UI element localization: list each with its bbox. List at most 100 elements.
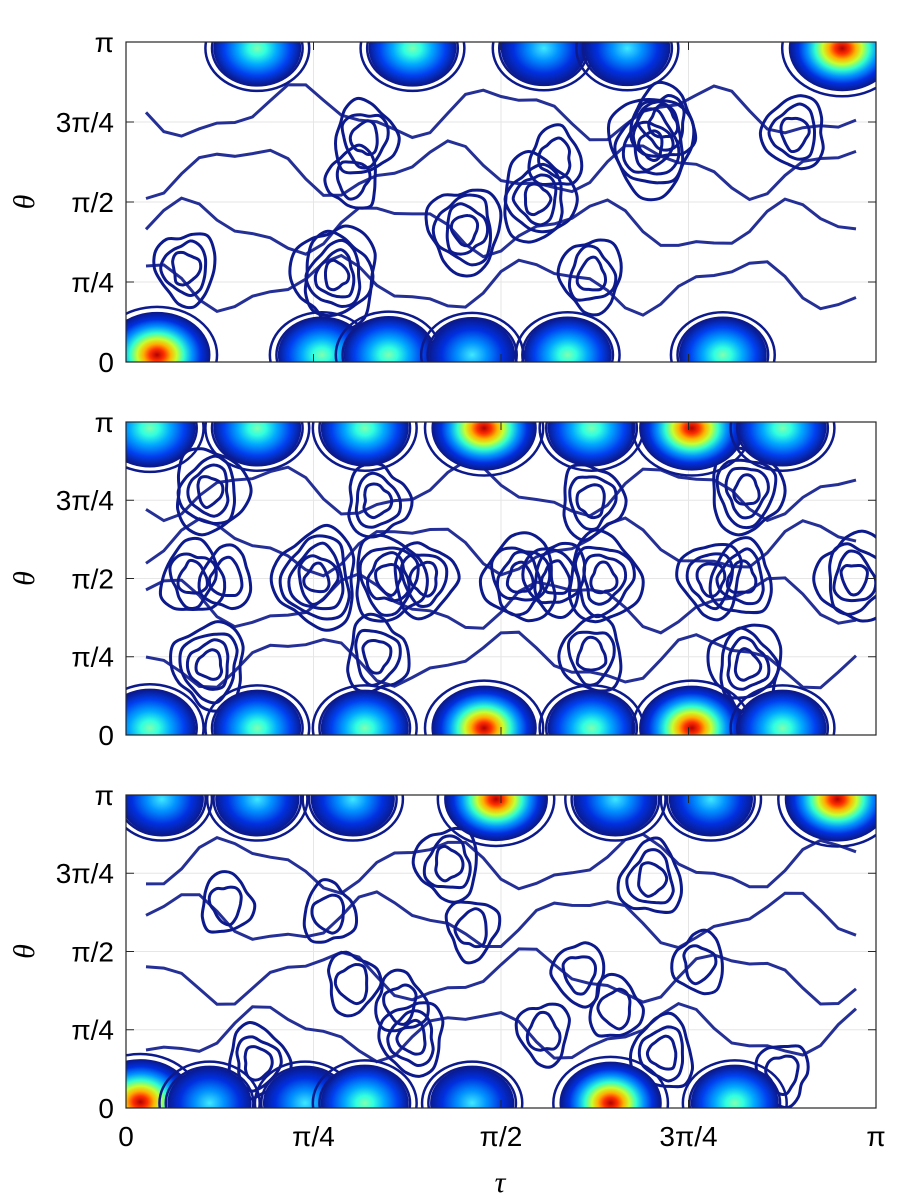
hotspot-fill <box>126 690 196 735</box>
hotspot <box>631 422 753 477</box>
contour-ring <box>537 136 572 180</box>
hotspot-contour <box>420 1060 524 1108</box>
hotspot-contour <box>359 42 466 93</box>
contour-ring <box>207 555 244 598</box>
contour-line <box>145 572 857 635</box>
y-axis-label: θ <box>8 194 41 209</box>
contour-ring <box>194 648 224 681</box>
y-tick-label: 0 <box>98 347 114 378</box>
hotspot-contour <box>307 795 398 837</box>
contour-ring <box>434 844 465 883</box>
hotspot <box>681 1059 788 1108</box>
contour-ring <box>589 560 619 595</box>
hotspot-contour <box>212 795 303 837</box>
hotspot <box>631 679 753 735</box>
contour-ring <box>724 466 770 520</box>
contour-ring <box>444 900 502 965</box>
contour-ring <box>310 893 346 935</box>
hotspot-contour <box>669 311 776 362</box>
x-tick-label: 0 <box>118 1121 134 1152</box>
hotspot-contour <box>735 422 830 467</box>
hotspot-contour <box>205 795 309 842</box>
hotspot-contour <box>581 42 674 87</box>
contour-panel-3: 0 π/4 π/2 3π/4 π 0 π/4 π/2 3π/4 π θ <box>8 780 886 1152</box>
contour-ring <box>287 541 345 611</box>
contour-ring <box>575 255 608 292</box>
hotspot-contour <box>521 316 615 362</box>
contour-ring <box>496 550 543 602</box>
hotspot-fill <box>523 318 612 362</box>
contour-ring <box>567 528 645 624</box>
y-tick-label: π/4 <box>71 1015 114 1046</box>
hotspot-contour <box>126 422 205 474</box>
hotspot-fill <box>430 1067 515 1108</box>
hotspot-contour <box>204 422 311 472</box>
hotspot-contour <box>676 316 770 362</box>
y-tick-label: π/4 <box>71 267 114 298</box>
contour-line <box>145 630 858 690</box>
contour-ring <box>323 258 351 292</box>
hotspot <box>420 1060 524 1108</box>
hotspot-contour <box>210 422 304 467</box>
hotspot-contour <box>423 679 545 735</box>
contour-ring <box>828 542 876 616</box>
hotspot-contour <box>126 688 198 735</box>
hotspot-fill <box>320 422 409 465</box>
contour-line <box>145 1001 858 1064</box>
hotspot <box>729 684 836 735</box>
contour-ring <box>575 635 608 672</box>
contour-ring <box>505 560 535 594</box>
y-tick-label: π <box>95 27 114 58</box>
contour-ring <box>647 103 680 139</box>
contour-ring <box>645 1034 678 1071</box>
contour-ring <box>158 536 227 612</box>
hotspot-contour <box>210 689 304 735</box>
hotspot-contour <box>126 795 207 837</box>
y-tick-label: 3π/4 <box>56 485 114 516</box>
y-tick-label: π <box>95 407 114 438</box>
contour-ring <box>374 968 430 1033</box>
x-axis-label: τ <box>495 1166 507 1199</box>
contour-ring <box>521 541 587 619</box>
contour-content <box>126 422 876 735</box>
contour-line <box>145 947 857 1006</box>
hotspot-contour <box>301 795 405 842</box>
hotspot <box>204 422 311 472</box>
contour-ring <box>304 238 362 309</box>
y-axis-label: θ <box>8 571 41 586</box>
hotspot-contour <box>665 795 756 837</box>
hotspot-contour <box>729 684 836 735</box>
hotspot-fill <box>126 422 196 466</box>
hotspot-fill <box>368 42 457 85</box>
contour-content <box>126 795 876 1108</box>
hotspot-contour <box>423 422 545 477</box>
contour-ring <box>159 239 208 298</box>
hotspot-fill <box>215 795 300 835</box>
contour-ring <box>386 1009 435 1068</box>
hotspot-fill <box>126 312 210 362</box>
contour-ring <box>399 553 449 608</box>
contour-ring <box>540 559 572 595</box>
hotspot <box>659 795 763 842</box>
hotspot-contour <box>780 42 876 98</box>
contour-ring <box>503 162 564 234</box>
hotspot <box>311 1059 418 1108</box>
hotspot <box>205 795 309 842</box>
hotspot <box>126 795 214 842</box>
contour-panel-2: 0 π/4 π/2 3π/4 π θ <box>8 407 877 751</box>
hotspot-fill <box>167 1067 252 1108</box>
contour-ring <box>196 475 225 510</box>
hotspot-fill <box>547 422 636 465</box>
hotspot <box>311 684 418 735</box>
hotspot-contour <box>311 684 418 735</box>
contour-line <box>145 139 857 202</box>
contour-ring <box>719 626 781 700</box>
contour-line <box>145 516 857 578</box>
contour-ring <box>682 944 718 986</box>
hotspot-fill <box>738 691 827 735</box>
contour-line <box>144 196 857 259</box>
x-tick-label: 3π/4 <box>659 1121 717 1152</box>
hotspot-contour <box>688 1064 782 1108</box>
contour-ring <box>557 613 623 693</box>
